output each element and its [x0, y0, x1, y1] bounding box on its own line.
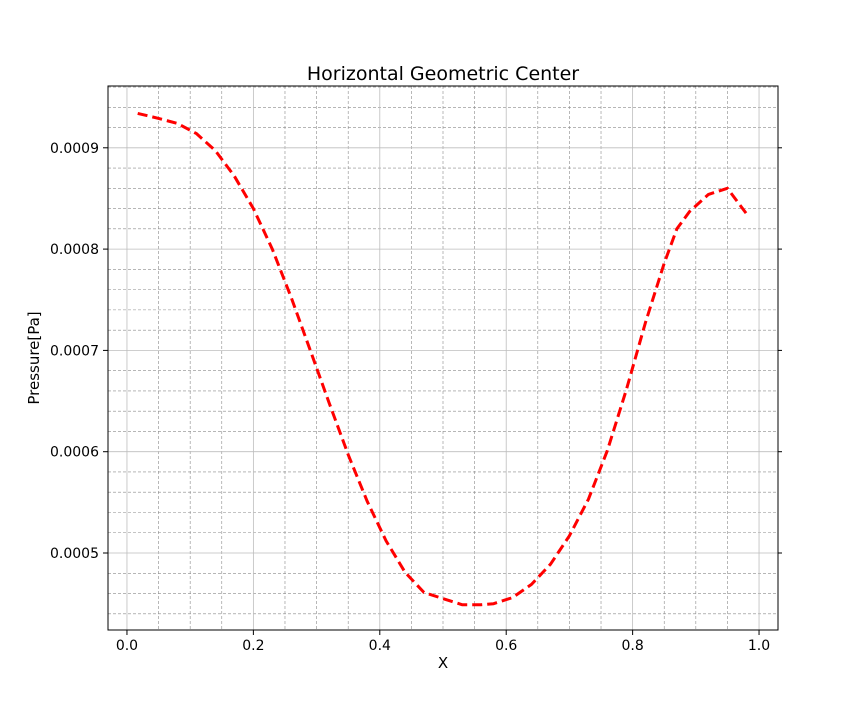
x-tick-label: 0.8: [621, 638, 643, 654]
y-axis-label: Pressure[Pa]: [25, 311, 43, 404]
y-tick-label: 0.0006: [50, 445, 99, 461]
x-axis-label: X: [438, 654, 448, 672]
minor-grid: [108, 86, 778, 630]
series-layer: [137, 111, 748, 607]
axis-ticks: [103, 147, 782, 635]
pressure-series-line: [137, 111, 748, 607]
x-tick-label: 0.4: [369, 638, 391, 654]
chart-title: Horizontal Geometric Center: [307, 63, 579, 85]
y-tick-label: 0.0008: [50, 242, 99, 258]
x-tick-label: 0.2: [242, 638, 264, 654]
plot-frame: [107, 85, 779, 631]
x-tick-label: 1.0: [748, 638, 770, 654]
y-tick-label: 0.0005: [50, 546, 99, 562]
y-tick-label: 0.0007: [50, 343, 99, 359]
major-grid: [108, 86, 778, 630]
x-tick-label: 0.0: [116, 638, 138, 654]
y-tick-label: 0.0009: [50, 141, 99, 157]
tick-labels: 0.0 0.2 0.4 0.6 0.8 1.0 0.0005 0.0006 0.0007 0.00…: [50, 141, 770, 654]
x-tick-label: 0.6: [495, 638, 517, 654]
